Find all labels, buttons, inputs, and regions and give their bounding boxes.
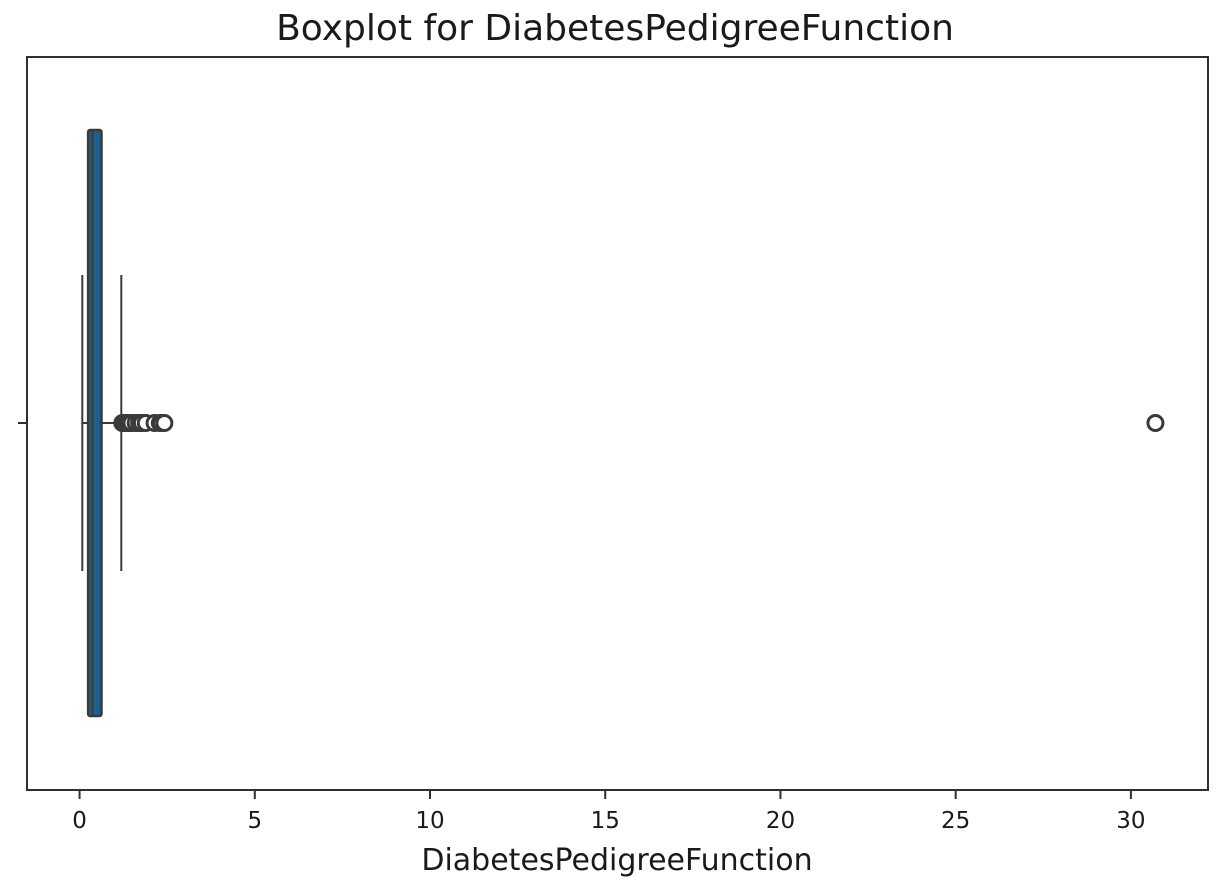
- x-tick-label-15: 15: [591, 808, 620, 834]
- x-tick-label-20: 20: [766, 808, 795, 834]
- outlier-point-16: [1146, 414, 1165, 432]
- x-tick-label-30: 30: [1116, 808, 1145, 834]
- outlier-point-15: [155, 414, 174, 432]
- chart-title: Boxplot for DiabetesPedigreeFunction: [276, 8, 954, 49]
- x-axis: 0 5 10 15 20 25 30: [72, 790, 1146, 834]
- boxplot-marks: [81, 128, 1165, 718]
- x-tick-label-10: 10: [415, 808, 444, 834]
- box-iqr: [86, 128, 103, 718]
- x-tick-label-0: 0: [72, 808, 87, 834]
- x-tick-label-25: 25: [941, 808, 970, 834]
- plot-frame: [26, 56, 1209, 791]
- x-axis-label: DiabetesPedigreeFunction: [421, 843, 812, 878]
- x-tick-label-5: 5: [247, 808, 262, 834]
